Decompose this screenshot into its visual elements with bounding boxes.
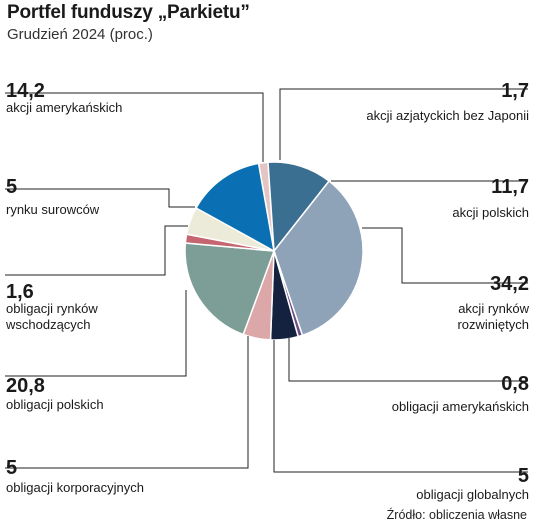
slice-value-label: 11,7 [491, 176, 529, 198]
pie-slice [273, 180, 364, 337]
slice-category-label: obligacji amerykańskich [392, 399, 529, 414]
leader-line [279, 88, 528, 160]
leader-line [273, 340, 528, 473]
slice-category-label: obligacji polskich [6, 397, 104, 412]
slice-category-label: akcji amerykańskich [6, 100, 122, 115]
slice-category-label: obligacji globalnych [416, 487, 529, 502]
leader-line [5, 290, 187, 377]
leader-lines [5, 88, 528, 473]
pie-slice [195, 162, 276, 253]
leader-line [5, 225, 188, 276]
pie-slice [267, 161, 331, 253]
slice-value-label: 20,8 [6, 375, 45, 397]
slice-category-label: akcji rynków rozwiniętych [457, 301, 529, 332]
leader-line [288, 338, 528, 382]
slice-category-label: akcji polskich [452, 205, 529, 220]
slice-value-label: 0,8 [501, 373, 529, 395]
leader-line [5, 336, 249, 469]
slice-value-label: 1,6 [6, 281, 34, 303]
slice-labels: 1,7 akcji azjatyckich bez Japonii 11,7 akcj… [5, 80, 530, 502]
slice-value-label: 34,2 [490, 273, 529, 295]
slice-value-label: 5 [6, 457, 17, 479]
leader-line [362, 227, 528, 284]
slice-category-label: obligacji rynków wschodzących [5, 301, 98, 332]
pie-slice [184, 242, 276, 336]
slice-category-label: rynku surowców [6, 202, 100, 217]
slice-value-label: 5 [518, 465, 529, 487]
chart-title: Portfel funduszy „Parkietu” [7, 2, 250, 23]
slice-category-label: akcji azjatyckich bez Japonii [366, 108, 529, 123]
slice-value-label: 5 [6, 176, 17, 198]
slice-value-label: 1,7 [501, 80, 529, 102]
pie-slices [184, 161, 364, 341]
slice-value-label: 14,2 [6, 80, 45, 102]
chart-subtitle: Grudzień 2024 (proc.) [7, 26, 153, 43]
leader-line [5, 92, 264, 162]
source-note: Źródło: obliczenia własne [386, 508, 527, 522]
slice-category-label: obligacji korporacyjnych [6, 480, 144, 495]
leader-line [5, 188, 195, 208]
